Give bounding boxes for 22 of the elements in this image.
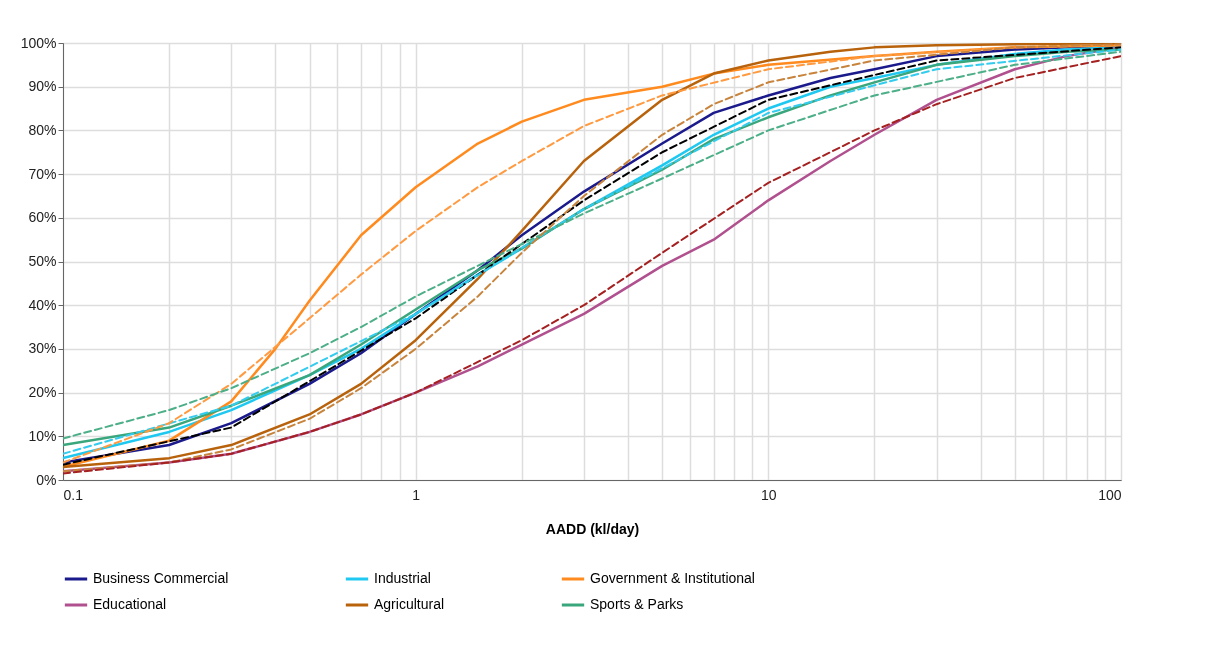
- x-tick-label: 100: [1098, 486, 1122, 503]
- legend-label: Educational: [93, 596, 167, 612]
- x-axis-title: AADD (kl/day): [545, 520, 640, 537]
- y-tick-label: 100%: [20, 34, 57, 51]
- legend-label: Government & Institutional: [590, 570, 755, 586]
- y-tick-label: 50%: [28, 253, 57, 269]
- y-tick-label: 10%: [28, 427, 57, 444]
- x-tick-label: 1: [412, 486, 421, 503]
- y-tick-label: 80%: [28, 121, 57, 138]
- y-tick-label: 30%: [28, 340, 57, 357]
- y-tick-label: 0%: [36, 471, 57, 488]
- y-tick-label: 90%: [28, 78, 57, 95]
- y-tick-label: 40%: [28, 296, 57, 313]
- y-tick-label: 20%: [28, 384, 57, 401]
- y-tick-label: 70%: [28, 165, 57, 182]
- legend-label: Industrial: [374, 570, 431, 586]
- x-tick-label: 0.1: [63, 486, 84, 503]
- legend-label: Agricultural: [374, 596, 445, 612]
- legend-label: Business Commercial: [93, 570, 229, 586]
- x-tick-label: 10: [761, 486, 777, 503]
- y-tick-label: 60%: [28, 209, 57, 226]
- legend-label: Sports & Parks: [590, 596, 684, 612]
